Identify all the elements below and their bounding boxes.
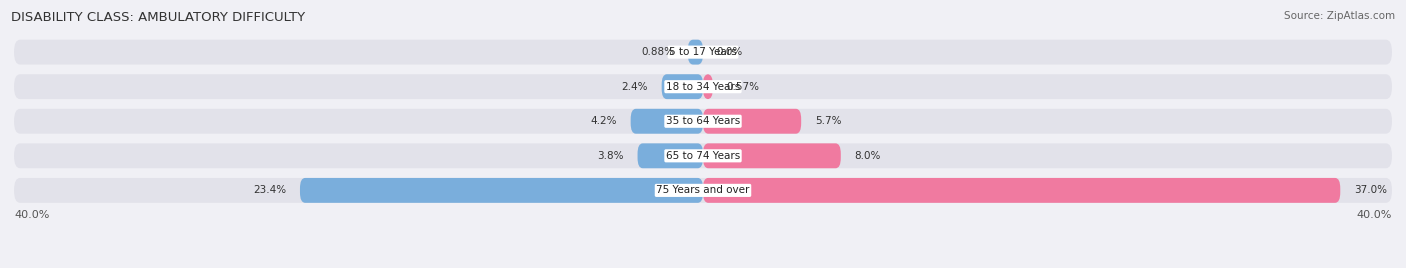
Text: 0.88%: 0.88% — [641, 47, 673, 57]
FancyBboxPatch shape — [703, 178, 1340, 203]
Text: 23.4%: 23.4% — [253, 185, 287, 195]
Text: 37.0%: 37.0% — [1354, 185, 1388, 195]
FancyBboxPatch shape — [703, 109, 801, 134]
Text: 65 to 74 Years: 65 to 74 Years — [666, 151, 740, 161]
Text: 8.0%: 8.0% — [855, 151, 882, 161]
Text: 40.0%: 40.0% — [1357, 210, 1392, 220]
FancyBboxPatch shape — [14, 74, 1392, 99]
Text: 4.2%: 4.2% — [591, 116, 617, 126]
FancyBboxPatch shape — [688, 40, 703, 65]
Text: 0.0%: 0.0% — [717, 47, 742, 57]
FancyBboxPatch shape — [14, 143, 1392, 168]
FancyBboxPatch shape — [637, 143, 703, 168]
Text: 5 to 17 Years: 5 to 17 Years — [669, 47, 737, 57]
Text: 40.0%: 40.0% — [14, 210, 49, 220]
FancyBboxPatch shape — [299, 178, 703, 203]
FancyBboxPatch shape — [14, 109, 1392, 134]
Text: 3.8%: 3.8% — [598, 151, 624, 161]
FancyBboxPatch shape — [14, 178, 1392, 203]
Text: 0.57%: 0.57% — [727, 82, 759, 92]
Text: 2.4%: 2.4% — [621, 82, 648, 92]
FancyBboxPatch shape — [703, 74, 713, 99]
Text: DISABILITY CLASS: AMBULATORY DIFFICULTY: DISABILITY CLASS: AMBULATORY DIFFICULTY — [11, 11, 305, 24]
Text: 75 Years and over: 75 Years and over — [657, 185, 749, 195]
FancyBboxPatch shape — [662, 74, 703, 99]
Text: Source: ZipAtlas.com: Source: ZipAtlas.com — [1284, 11, 1395, 21]
FancyBboxPatch shape — [703, 143, 841, 168]
Text: 18 to 34 Years: 18 to 34 Years — [666, 82, 740, 92]
FancyBboxPatch shape — [14, 40, 1392, 65]
FancyBboxPatch shape — [631, 109, 703, 134]
Text: 5.7%: 5.7% — [815, 116, 841, 126]
Text: 35 to 64 Years: 35 to 64 Years — [666, 116, 740, 126]
